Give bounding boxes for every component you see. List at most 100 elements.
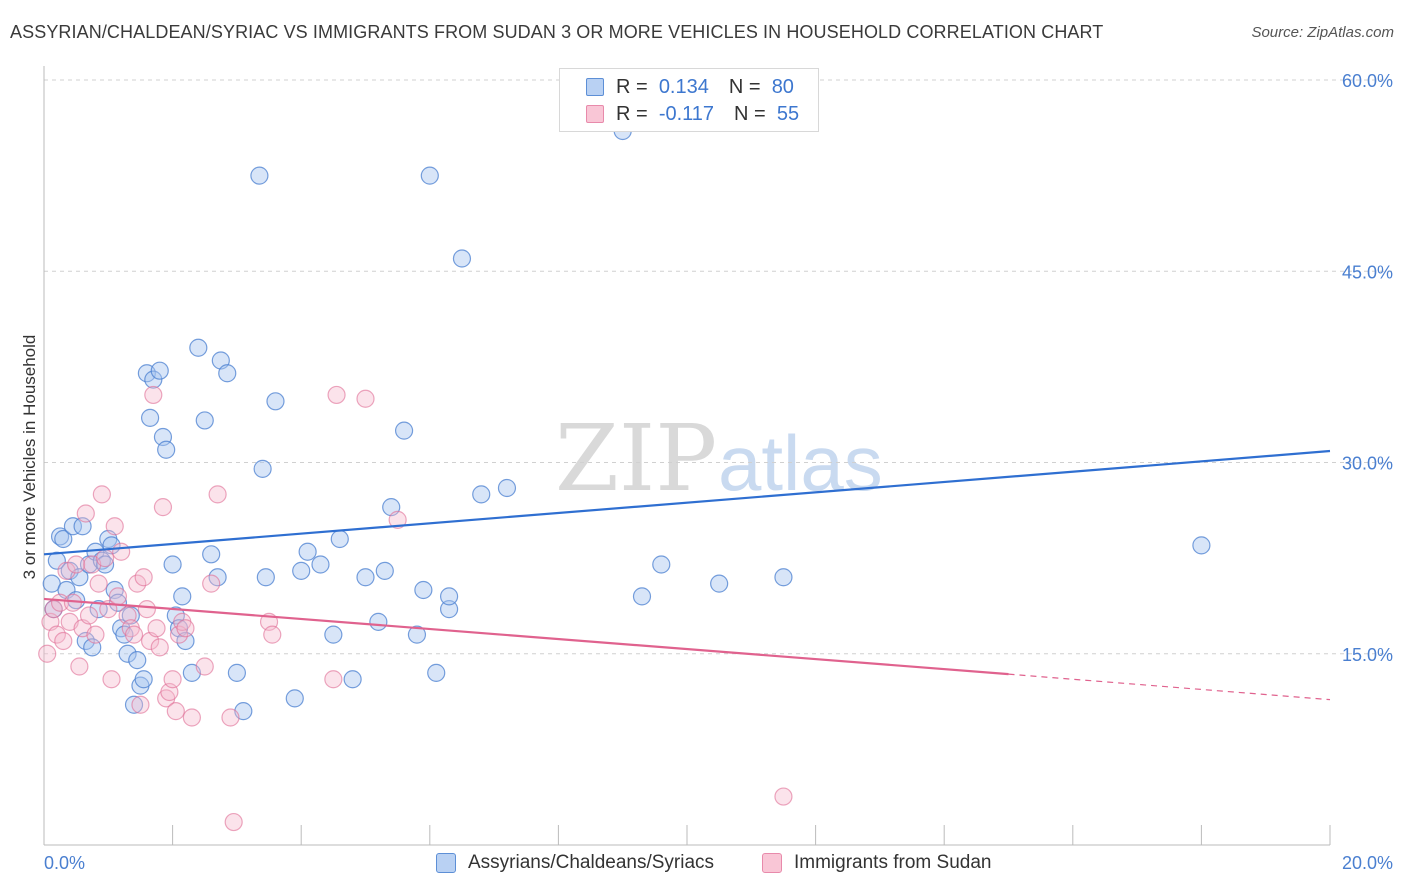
series2-trendline bbox=[43, 597, 1009, 676]
series1-point bbox=[324, 625, 343, 644]
series2-trendline-extension bbox=[1008, 673, 1331, 701]
series-legend: Assyrians/Chaldeans/Syriacs Immigrants f… bbox=[0, 852, 1406, 878]
legend-n-value-1: 80 bbox=[771, 75, 794, 98]
series1-point bbox=[108, 593, 128, 612]
series2-point bbox=[89, 574, 108, 593]
series1-point bbox=[452, 249, 472, 268]
series1-point bbox=[1192, 536, 1211, 555]
series1-point bbox=[414, 580, 433, 600]
series1-trendline bbox=[43, 449, 1331, 556]
bottom-legend-label-series2: Immigrants from Sudan bbox=[794, 852, 992, 873]
legend-swatch-series1 bbox=[586, 78, 604, 96]
series2-point bbox=[54, 631, 73, 651]
series2-point bbox=[57, 561, 76, 580]
series2-point bbox=[92, 485, 111, 504]
series1-point bbox=[427, 663, 446, 682]
x-ticks bbox=[172, 825, 1331, 845]
series1-point bbox=[285, 689, 304, 708]
series1-point bbox=[163, 555, 182, 574]
series1-point bbox=[134, 670, 153, 689]
watermark-zip: ZIP bbox=[555, 405, 717, 512]
series1-point bbox=[54, 529, 73, 549]
series2-point bbox=[147, 619, 166, 638]
bottom-legend-swatch-series1 bbox=[436, 853, 456, 873]
series1-point bbox=[95, 555, 115, 574]
series1-point bbox=[189, 338, 208, 357]
legend-n-label-2: N = bbox=[734, 102, 766, 125]
series2-point bbox=[263, 625, 282, 644]
bottom-legend-label-series1: Assyrians/Chaldeans/Syriacs bbox=[468, 852, 715, 873]
legend-r-value-2: -0.117 bbox=[658, 102, 715, 125]
series2-point bbox=[124, 625, 144, 644]
series1-point bbox=[256, 568, 275, 587]
series2-point bbox=[150, 638, 169, 657]
series1-point bbox=[218, 364, 237, 383]
series1-point bbox=[439, 600, 459, 619]
series2-point bbox=[63, 593, 83, 612]
series2-point bbox=[144, 385, 163, 405]
series2-point bbox=[95, 549, 115, 568]
y-tick-label: 60.0% bbox=[1342, 71, 1393, 91]
series2-point bbox=[388, 510, 407, 529]
series1-point bbox=[253, 459, 272, 478]
series1-point bbox=[356, 568, 375, 587]
y-tick-label: 15.0% bbox=[1342, 645, 1393, 665]
series1-point bbox=[157, 440, 176, 459]
series1-point bbox=[632, 587, 652, 606]
series2-point bbox=[102, 670, 121, 689]
y-tick-labels: 15.0% 30.0% 45.0% 60.0% bbox=[1342, 71, 1393, 665]
bottom-legend-swatch-series2 bbox=[762, 853, 782, 873]
legend-n-label-1: N = bbox=[728, 75, 761, 98]
series1-point bbox=[330, 529, 349, 549]
series1-point bbox=[266, 392, 285, 411]
series2-point bbox=[324, 670, 343, 689]
legend-swatch-series2 bbox=[586, 105, 604, 123]
series1-point bbox=[173, 587, 192, 606]
series1-point bbox=[202, 545, 221, 564]
series2-point bbox=[137, 600, 156, 619]
series2-point bbox=[76, 504, 95, 523]
series2-point bbox=[108, 587, 128, 606]
legend-row-series1: R = 0.134 N = 80 bbox=[586, 75, 794, 99]
series2-point bbox=[176, 619, 195, 638]
series2-point bbox=[356, 389, 375, 408]
series2-point bbox=[134, 568, 153, 587]
series1-point bbox=[311, 555, 330, 574]
series1-point bbox=[150, 361, 169, 380]
series1-point bbox=[227, 663, 246, 682]
series1-point bbox=[250, 166, 269, 185]
gridlines bbox=[44, 79, 1393, 655]
series1-point bbox=[50, 527, 70, 546]
y-tick-label: 30.0% bbox=[1342, 454, 1393, 474]
series2-point bbox=[131, 695, 150, 714]
series1-point bbox=[343, 670, 362, 689]
series2-point bbox=[166, 702, 185, 721]
legend-row-series2: R = -0.117 N = 55 bbox=[586, 102, 799, 126]
series1-point bbox=[420, 166, 439, 185]
source-label: Source: ZipAtlas.com bbox=[1251, 24, 1394, 41]
series2-point bbox=[38, 644, 57, 663]
series2-point bbox=[195, 657, 214, 676]
series2-point bbox=[224, 812, 243, 832]
series1-point bbox=[140, 408, 160, 427]
chart-title: ASSYRIAN/CHALDEAN/SYRIAC VS IMMIGRANTS F… bbox=[10, 22, 1104, 42]
series1-point bbox=[89, 600, 108, 619]
series2-point bbox=[70, 657, 89, 676]
x-tick-label-max: 20.0% bbox=[1342, 853, 1393, 873]
bottom-legend-series1: Assyrians/Chaldeans/Syriacs bbox=[436, 852, 714, 874]
correlation-legend: R = 0.134 N = 80 R = -0.117 N = 55 bbox=[559, 68, 819, 132]
series2-point bbox=[327, 385, 346, 405]
series2-point bbox=[79, 606, 99, 625]
series1-points bbox=[42, 121, 1211, 721]
series2-point bbox=[86, 625, 105, 644]
series1-point bbox=[439, 587, 459, 606]
series1-point bbox=[369, 612, 388, 631]
trendlines bbox=[43, 449, 1331, 701]
series2-point bbox=[221, 708, 240, 727]
series1-point bbox=[710, 574, 729, 593]
series2-point bbox=[163, 670, 182, 689]
series1-point bbox=[128, 651, 147, 670]
y-axis-label: 3 or more Vehicles in Household bbox=[20, 335, 39, 580]
legend-n-value-2: 55 bbox=[776, 102, 800, 125]
